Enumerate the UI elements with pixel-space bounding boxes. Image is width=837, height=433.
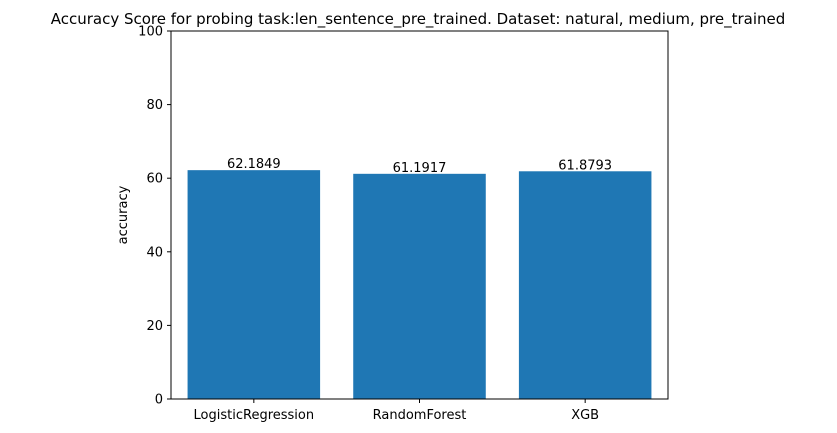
data-label-xgb: 61.8793 (558, 158, 612, 173)
bar-xgb (518, 171, 652, 399)
x-axis: LogisticRegression RandomForest XGB (194, 399, 599, 423)
y-tick-label: 0 (155, 393, 163, 408)
bar-logisticregression (187, 170, 321, 399)
data-labels-group: 62.1849 61.1917 61.8793 (227, 157, 612, 176)
y-axis-label: accuracy (116, 185, 131, 244)
y-axis: 0 20 40 60 80 100 (138, 25, 171, 408)
y-tick-label: 40 (146, 245, 163, 260)
chart-title: Accuracy Score for probing task:len_sent… (51, 10, 786, 29)
y-tick-label: 60 (146, 172, 163, 187)
data-label-logisticregression: 62.1849 (227, 157, 281, 172)
y-tick-label: 20 (146, 319, 163, 334)
y-tick-label: 100 (138, 25, 163, 40)
data-label-randomforest: 61.1917 (393, 161, 447, 176)
y-tick-label: 80 (146, 98, 163, 113)
x-tick-label: XGB (571, 408, 599, 423)
bars-group (187, 170, 652, 399)
x-tick-label: LogisticRegression (194, 408, 315, 423)
x-tick-label: RandomForest (373, 408, 467, 423)
plot-frame (170, 30, 669, 400)
bar-randomforest (353, 173, 486, 399)
